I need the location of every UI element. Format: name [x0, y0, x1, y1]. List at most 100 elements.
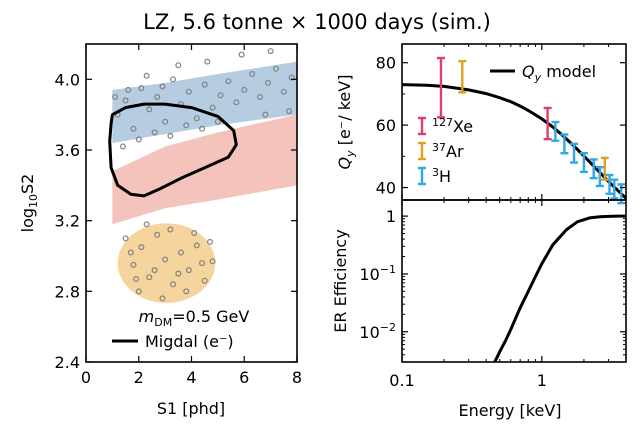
left-ytick-label: 4.0 [55, 70, 80, 89]
left-panel: 0 2 4 6 8 2.4 2.8 3.2 3.6 4.0 mDM=0.5 GeV Migdal … [18, 43, 302, 418]
efficiency-ylabel: ER Efficiency [331, 229, 350, 332]
eff-ytick-base: 10 [359, 323, 379, 342]
eff-ytick-base: 10 [359, 265, 379, 284]
scatter-point [288, 74, 295, 81]
scatter-point [167, 132, 174, 139]
qy-plot-area [401, 56, 628, 205]
scatter-point [112, 93, 119, 100]
scatter-point [170, 281, 177, 288]
scatter-point [201, 81, 208, 88]
scatter-point [262, 111, 269, 118]
scatter-point [151, 129, 158, 136]
scatter-point [185, 88, 192, 95]
left-ylabel-base: log [18, 208, 37, 232]
scatter-point [159, 83, 166, 90]
efficiency-curve [493, 214, 626, 363]
scatter-point [217, 92, 224, 99]
scatter-point [135, 136, 142, 143]
left-ytick-label: 2.8 [55, 282, 80, 301]
legend-model-sub: y [534, 71, 542, 84]
left-xtick-label: 2 [134, 368, 144, 387]
efficiency-plot-area [493, 214, 626, 363]
mass-label-suffix: =0.5 GeV [172, 307, 249, 326]
eff-xtick-label: 1 [537, 371, 547, 390]
scatter-point [130, 261, 137, 268]
scatter-point [177, 249, 184, 256]
scatter-point [193, 115, 200, 122]
qy-ylabel-tail: [e⁻/ keV] [335, 75, 354, 151]
qy-ylabel: Qy [e⁻/ keV] [335, 75, 357, 170]
scatter-point [151, 267, 158, 274]
eff-ytick-label: 1 [386, 207, 396, 226]
scatter-point [206, 238, 213, 245]
scatter-point [214, 118, 221, 125]
eff-xtick-label: 0.1 [389, 371, 414, 390]
svg-text:Qy model: Qy model [522, 62, 596, 84]
qy-ytick-label: 60 [376, 116, 396, 135]
left-xtick-label: 4 [186, 368, 196, 387]
scatter-point [122, 235, 129, 242]
left-annotation: mDM=0.5 GeV [139, 307, 250, 329]
scatter-point [138, 244, 145, 251]
left-xtick-label: 0 [81, 368, 91, 387]
migdal-contour [108, 102, 238, 198]
legend-isotope-name: Xe [453, 117, 473, 136]
scatter-point [159, 295, 166, 302]
scatter-point [130, 125, 137, 132]
qy-ylabel-sub: y [344, 150, 357, 158]
qy-panel: 40 60 80 Qy model 127Xe 37Ar 3H Qy [e⁻/ keV] [335, 43, 628, 205]
legend-isotope-sup: 127 [432, 116, 453, 129]
left-legend: Migdal (e⁻) [112, 332, 234, 351]
scatter-point [225, 78, 232, 85]
scatter-point [127, 249, 134, 256]
scatter-point [183, 122, 190, 129]
scatter-point [135, 288, 142, 295]
scatter-point [193, 242, 200, 249]
qy-ylabel-base: Q [335, 157, 354, 170]
scatter-point [183, 288, 190, 295]
scatter-point [286, 108, 293, 115]
left-ticks: 0 2 4 6 8 2.4 2.8 3.2 3.6 4.0 [55, 44, 302, 387]
scatter-point [122, 97, 129, 104]
scatter-point [257, 93, 264, 100]
scatter-point [267, 48, 274, 55]
scatter-point [238, 51, 245, 58]
left-ylabel-sub: 10 [27, 194, 40, 208]
scatter-point [143, 72, 150, 79]
legend-migdal-label: Migdal (e⁻) [145, 332, 234, 351]
scatter-point [204, 58, 211, 65]
qy-ytick-label: 80 [376, 54, 396, 73]
mass-label-sub: DM [154, 316, 172, 329]
scatter-point [233, 99, 240, 106]
legend-isotope-label: 3H [432, 166, 451, 186]
eff-ytick-label: 10−1 [359, 263, 396, 284]
scatter-point [185, 267, 192, 274]
legend-isotope-label: 127Xe [432, 116, 473, 136]
scatter-point [249, 71, 256, 78]
figure-title: LZ, 5.6 tonne × 1000 days (sim.) [143, 10, 491, 34]
left-ylabel-tail: S2 [18, 174, 37, 194]
scatter-point [154, 231, 161, 238]
legend-isotope-name: H [439, 167, 451, 186]
efficiency-xlabel: Energy [keV] [458, 401, 561, 420]
scatter-point [209, 258, 216, 265]
scatter-point [201, 277, 208, 284]
legend-isotope-label: 37Ar [432, 141, 464, 161]
scatter-point [170, 76, 177, 83]
scatter-point [272, 65, 279, 72]
scatter-point [199, 125, 206, 132]
qy-ytick-label: 40 [376, 179, 396, 198]
scatter-point [199, 260, 206, 267]
left-xlabel: S1 [phd] [157, 399, 225, 418]
scatter-point [125, 86, 132, 93]
scatter-point [162, 118, 169, 125]
nr-band [112, 114, 297, 225]
qy-ticks: 40 60 80 [376, 44, 627, 200]
dm-signal-region [117, 223, 216, 303]
scatter-point [209, 104, 216, 111]
qy-legend-model: Qy model [490, 62, 596, 84]
legend-model-tail: model [541, 62, 596, 81]
scatter-point [133, 275, 140, 282]
